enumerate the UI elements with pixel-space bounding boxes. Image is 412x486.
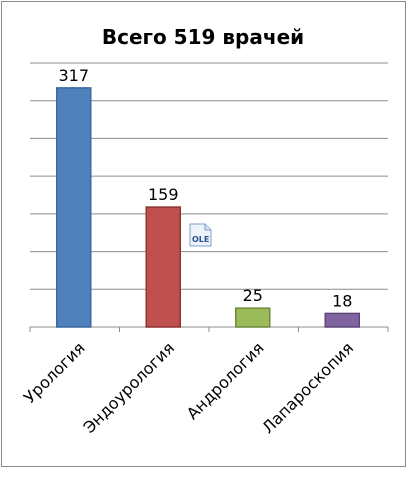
bar-0: [56, 87, 92, 328]
bar-1: [145, 206, 181, 328]
category-label-0: Урология: [20, 338, 89, 407]
category-label-2: Андрология: [183, 338, 268, 423]
bar-2: [235, 307, 271, 328]
ole-object-icon[interactable]: OLE: [189, 223, 212, 247]
ole-page-fold: [204, 224, 211, 231]
category-label-3: Лапароскопия: [258, 338, 357, 437]
data-label-0: 317: [58, 66, 89, 85]
data-labels: 317 159 25 18: [58, 66, 352, 311]
data-label-3: 18: [332, 291, 352, 310]
data-label-2: 25: [243, 286, 263, 305]
ole-label: OLE: [192, 235, 209, 244]
bars: [56, 87, 360, 328]
category-label-1: Эндоурология: [80, 338, 179, 437]
bar-3: [324, 312, 360, 328]
chart-title: Всего 519 врачей: [102, 25, 304, 49]
data-label-1: 159: [148, 185, 179, 204]
